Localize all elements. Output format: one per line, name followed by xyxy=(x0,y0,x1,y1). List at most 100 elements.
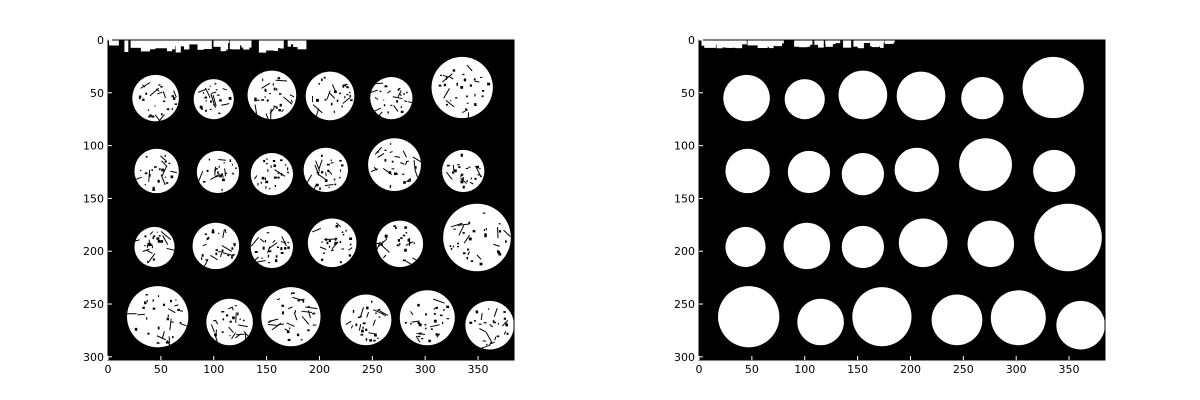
coin-r1-c4 xyxy=(896,71,946,121)
coin-r2-c3 xyxy=(250,153,294,196)
top-edge-artifact xyxy=(701,40,895,49)
y-tick: 250 xyxy=(674,298,703,311)
y-tick: 100 xyxy=(83,140,112,153)
x-tick: 350 xyxy=(1059,356,1080,376)
coin-r2-c6 xyxy=(1033,149,1076,193)
y-tick-label: 300 xyxy=(674,351,695,364)
coin-r3-c2 xyxy=(783,222,831,270)
coins xyxy=(718,56,1105,350)
left-panel: 0 50 100 150 200 250 300 350 0 50 100 150 200 250 300 xyxy=(83,34,515,376)
y-tick-label: 200 xyxy=(83,245,104,258)
y-tick-label: 250 xyxy=(83,298,104,311)
coin-r2-c4 xyxy=(303,147,349,193)
y-tick-label: 50 xyxy=(90,87,104,100)
coin-r3-c1 xyxy=(134,226,175,268)
y-tick-label: 100 xyxy=(83,140,104,153)
x-tick-label: 350 xyxy=(468,363,489,376)
y-tick: 200 xyxy=(674,245,703,258)
y-tick-label: 0 xyxy=(688,34,695,47)
coin-r4-c1 xyxy=(718,286,780,348)
y-tick: 0 xyxy=(688,34,703,47)
coin-r4-c3 xyxy=(852,287,912,347)
coin-r1-c4 xyxy=(305,71,355,121)
x-tick: 350 xyxy=(468,356,489,376)
y-tick: 50 xyxy=(681,87,703,100)
y-tick-label: 0 xyxy=(97,34,104,47)
coins xyxy=(124,56,514,352)
y-tick-label: 100 xyxy=(674,140,695,153)
x-tick-label: 250 xyxy=(953,363,974,376)
coin-r4-c6 xyxy=(1056,300,1105,350)
coin-r3-c2 xyxy=(192,222,240,270)
coin-r2-c1 xyxy=(134,148,179,194)
x-tick-label: 300 xyxy=(415,363,436,376)
x-tick: 200 xyxy=(309,356,330,376)
coin-r3-c1 xyxy=(725,226,766,268)
y-tick: 150 xyxy=(674,192,703,205)
y-tick: 0 xyxy=(97,34,112,47)
coin-r4-c5 xyxy=(399,290,455,346)
coin-r1-c3 xyxy=(247,70,297,120)
y-tick: 150 xyxy=(83,192,112,205)
x-tick-label: 300 xyxy=(1006,363,1027,376)
coin-r4-c1 xyxy=(127,286,189,348)
x-tick-label: 50 xyxy=(154,363,168,376)
coin-r4-c4 xyxy=(340,294,392,346)
coin-r4-c4 xyxy=(931,294,983,346)
x-tick-label: 250 xyxy=(362,363,383,376)
coin-r2-c5 xyxy=(368,138,421,192)
y-tick: 100 xyxy=(674,140,703,153)
x-tick-label: 100 xyxy=(203,363,224,376)
x-tick-label: 200 xyxy=(309,363,330,376)
coin-r1-c5 xyxy=(961,76,1004,120)
x-tick-label: 150 xyxy=(847,363,868,376)
x-tick: 100 xyxy=(203,356,224,376)
coin-r4-c3 xyxy=(261,287,321,347)
x-tick: 300 xyxy=(1006,356,1027,376)
coin-r3-c5 xyxy=(967,220,1015,268)
x-tick-label: 350 xyxy=(1059,363,1080,376)
coin-r2-c1 xyxy=(725,148,770,194)
y-tick-label: 150 xyxy=(674,192,695,205)
x-tick: 200 xyxy=(900,356,921,376)
coin-r4-c2 xyxy=(797,298,844,346)
coin-r1-c1 xyxy=(723,74,770,122)
x-tick: 50 xyxy=(154,356,168,376)
x-tick-label: 100 xyxy=(794,363,815,376)
top-edge-artifact xyxy=(109,40,307,53)
x-tick: 100 xyxy=(794,356,815,376)
coin-r3-c4 xyxy=(898,218,948,268)
right-panel: 0 50 100 150 200 250 300 350 0 50 100 150 200 250 300 xyxy=(674,34,1106,376)
x-tick: 150 xyxy=(847,356,868,376)
x-tick: 150 xyxy=(256,356,277,376)
y-tick: 300 xyxy=(83,351,112,364)
coin-r2-c5 xyxy=(959,138,1012,192)
y-tick: 200 xyxy=(83,245,112,258)
coin-r2-c2 xyxy=(787,150,831,194)
coin-r3-c6 xyxy=(1034,203,1102,272)
x-tick-label: 200 xyxy=(900,363,921,376)
y-tick: 300 xyxy=(674,351,703,364)
coin-r2-c4 xyxy=(894,147,940,193)
x-tick: 250 xyxy=(362,356,383,376)
y-tick-label: 250 xyxy=(674,298,695,311)
coin-r3-c6 xyxy=(443,203,511,272)
y-tick: 250 xyxy=(83,298,112,311)
coin-r2-c6 xyxy=(442,149,485,193)
x-tick: 50 xyxy=(745,356,759,376)
axes-frame xyxy=(698,39,1106,361)
x-tick: 250 xyxy=(953,356,974,376)
axes-frame xyxy=(107,39,515,361)
coin-r3-c4 xyxy=(307,218,357,268)
y-tick-label: 200 xyxy=(674,245,695,258)
x-tick-label: 0 xyxy=(696,363,703,376)
coin-r1-c2 xyxy=(784,79,825,120)
coin-r1-c3 xyxy=(838,70,888,120)
x-tick: 300 xyxy=(415,356,436,376)
x-tick-label: 150 xyxy=(256,363,277,376)
y-tick-label: 300 xyxy=(83,351,104,364)
coin-r1-c6 xyxy=(1022,56,1084,119)
coin-r3-c3 xyxy=(841,225,885,269)
y-tick-label: 50 xyxy=(681,87,695,100)
